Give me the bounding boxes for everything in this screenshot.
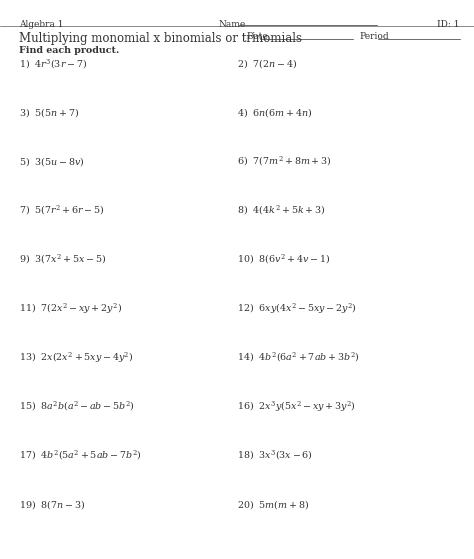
Text: 9)  $3(7x^2+5x-5)$: 9) $3(7x^2+5x-5)$ [19,253,106,267]
Text: 12)  $6xy(4x^2-5xy-2y^2)$: 12) $6xy(4x^2-5xy-2y^2)$ [237,302,357,316]
Text: Algebra 1: Algebra 1 [19,20,64,29]
Text: 1)  $4r^3(3r-7)$: 1) $4r^3(3r-7)$ [19,57,87,70]
Text: ID: 1: ID: 1 [438,20,460,29]
Text: 17)  $4b^2(5a^2+5ab-7b^2)$: 17) $4b^2(5a^2+5ab-7b^2)$ [19,449,142,462]
Text: 19)  $8(7n-3)$: 19) $8(7n-3)$ [19,498,85,511]
Text: 2)  $7(2n-4)$: 2) $7(2n-4)$ [237,57,297,70]
Text: 7)  $5(7r^2+6r-5)$: 7) $5(7r^2+6r-5)$ [19,204,105,217]
Text: Multiplying monomial x binomials or trinomials: Multiplying monomial x binomials or trin… [19,32,302,45]
Text: Period: Period [359,32,389,41]
Text: 4)  $6n(6m+4n)$: 4) $6n(6m+4n)$ [237,106,312,119]
Text: 6)  $7(7m^2+8m+3)$: 6) $7(7m^2+8m+3)$ [237,155,332,168]
Text: 11)  $7(2x^2-xy+2y^2)$: 11) $7(2x^2-xy+2y^2)$ [19,302,122,316]
Text: 13)  $2x(2x^2+5xy-4y^2)$: 13) $2x(2x^2+5xy-4y^2)$ [19,351,133,366]
Text: 18)  $3x^3(3x-6)$: 18) $3x^3(3x-6)$ [237,449,313,462]
Text: 10)  $8(6v^2+4v-1)$: 10) $8(6v^2+4v-1)$ [237,253,330,267]
Text: Date: Date [246,32,268,41]
Text: 20)  $5m(m+8)$: 20) $5m(m+8)$ [237,498,309,511]
Text: 3)  $5(5n+7)$: 3) $5(5n+7)$ [19,106,79,119]
Text: 8)  $4(4k^2+5k+3)$: 8) $4(4k^2+5k+3)$ [237,204,326,217]
Text: 15)  $8a^2b(a^2-ab-5b^2)$: 15) $8a^2b(a^2-ab-5b^2)$ [19,400,135,413]
Text: Name: Name [218,20,245,29]
Text: 5)  $3(5u-8v)$: 5) $3(5u-8v)$ [19,155,85,168]
Text: 14)  $4b^2(6a^2+7ab+3b^2)$: 14) $4b^2(6a^2+7ab+3b^2)$ [237,351,360,364]
Text: Find each product.: Find each product. [19,46,119,55]
Text: 16)  $2x^3y(5x^2-xy+3y^2)$: 16) $2x^3y(5x^2-xy+3y^2)$ [237,400,356,414]
